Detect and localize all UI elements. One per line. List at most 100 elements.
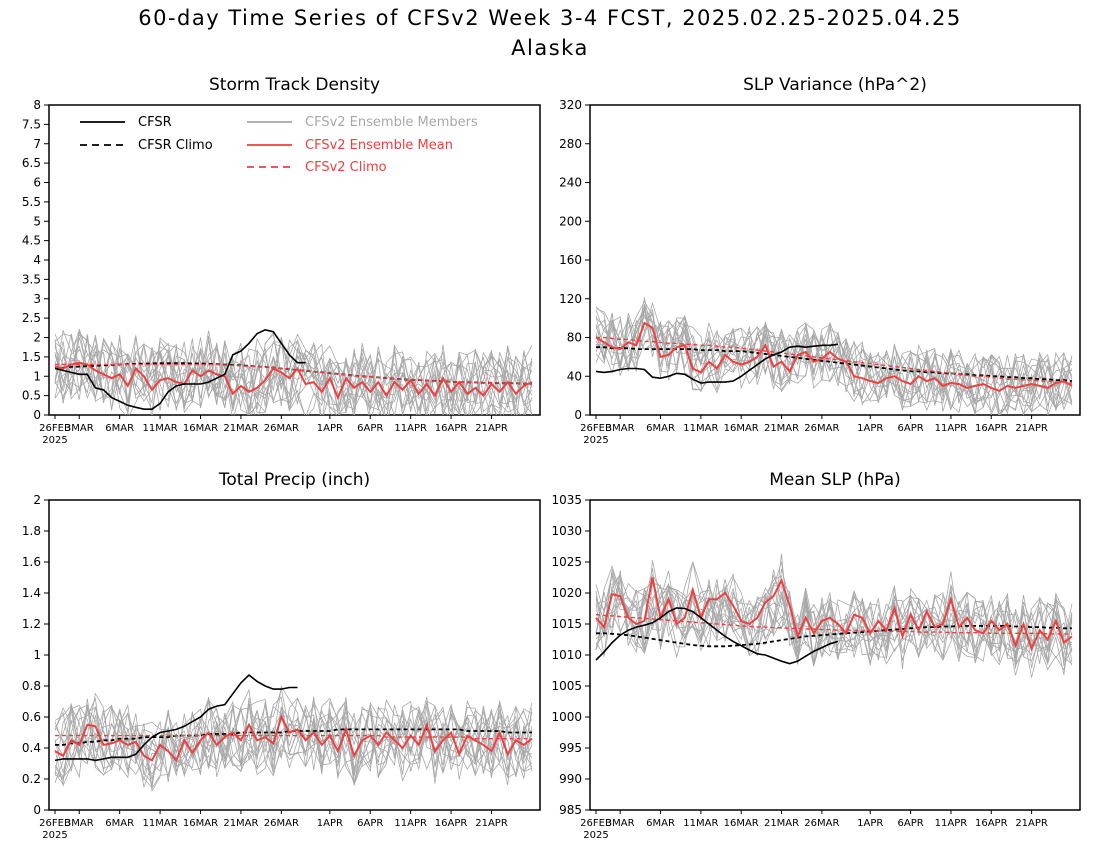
ensemble-member-line bbox=[595, 570, 1073, 675]
y-tick-label: 0.4 bbox=[22, 741, 41, 755]
cfsr-climo-line bbox=[596, 625, 1072, 648]
x-tick-label: 26MAR bbox=[264, 818, 299, 829]
x-tick-label: 6MAR bbox=[646, 423, 675, 434]
legend-label: CFSR bbox=[138, 115, 172, 130]
y-tick-label: 1035 bbox=[551, 493, 582, 507]
figure-title: 60-day Time Series of CFSv2 Week 3-4 FCS… bbox=[138, 6, 962, 30]
x-tick-label: 26FEB bbox=[39, 423, 71, 434]
plot-lines bbox=[595, 553, 1073, 678]
x-tick-label: 11MAR bbox=[143, 423, 178, 434]
x-tick-label: 11APR bbox=[394, 423, 427, 434]
y-tick-label: 2 bbox=[33, 493, 41, 507]
x-tick-label: 3MAR bbox=[606, 818, 635, 829]
ensemble-mean-line bbox=[595, 321, 1073, 392]
x-year-label: 2025 bbox=[583, 830, 608, 841]
y-tick-label: 1025 bbox=[551, 555, 582, 569]
y-tick-label: 200 bbox=[559, 214, 582, 228]
y-tick-label: 160 bbox=[559, 253, 582, 267]
y-tick-label: 3 bbox=[33, 292, 41, 306]
x-tick-label: 21MAR bbox=[764, 423, 799, 434]
ensemble-member-line bbox=[54, 697, 533, 784]
x-tick-label: 6MAR bbox=[105, 423, 134, 434]
x-tick-label: 26MAR bbox=[804, 818, 839, 829]
x-tick-label: 6APR bbox=[357, 818, 383, 829]
cfsv2-climo-line bbox=[55, 363, 532, 385]
y-tick-label: 8 bbox=[33, 98, 41, 112]
ensemble-member-line bbox=[54, 337, 533, 415]
x-year-label: 2025 bbox=[42, 830, 67, 841]
x-tick-label: 26MAR bbox=[264, 423, 299, 434]
x-tick-label: 16MAR bbox=[183, 423, 218, 434]
x-tick-label: 21APR bbox=[475, 423, 508, 434]
x-tick-label: 16APR bbox=[435, 423, 468, 434]
ensemble-member-line bbox=[595, 568, 1073, 667]
figure-subtitle: Alaska bbox=[511, 36, 589, 60]
y-tick-label: 985 bbox=[559, 803, 582, 817]
ensemble-member-line bbox=[595, 309, 1073, 415]
legend-label: CFSR Climo bbox=[138, 138, 213, 153]
y-tick-label: 80 bbox=[567, 331, 582, 345]
x-tick-label: 26MAR bbox=[804, 423, 839, 434]
x-tick-label: 3MAR bbox=[65, 423, 94, 434]
y-tick-label: 7.5 bbox=[22, 117, 41, 131]
x-tick-label: 16MAR bbox=[724, 423, 759, 434]
y-tick-label: 0.2 bbox=[22, 772, 41, 786]
x-tick-label: 21MAR bbox=[223, 423, 258, 434]
x-tick-label: 6APR bbox=[898, 423, 924, 434]
x-tick-label: 11MAR bbox=[683, 818, 718, 829]
y-tick-label: 5.5 bbox=[22, 195, 41, 209]
y-tick-label: 0 bbox=[33, 408, 41, 422]
y-tick-label: 120 bbox=[559, 292, 582, 306]
ensemble-mean-line bbox=[54, 361, 533, 401]
panel-title-mean-slp: Mean SLP (hPa) bbox=[769, 470, 901, 490]
plot-frame bbox=[48, 499, 541, 811]
y-tick-label: 1.8 bbox=[22, 524, 41, 538]
y-tick-label: 1.5 bbox=[22, 350, 41, 364]
y-tick-label: 1.6 bbox=[22, 555, 41, 569]
x-tick-label: 26FEB bbox=[39, 818, 71, 829]
y-tick-label: 7 bbox=[33, 137, 41, 151]
y-tick-label: 4 bbox=[33, 253, 41, 267]
y-tick-label: 40 bbox=[567, 369, 582, 383]
panel-3: 985 990 995 1000 1005 1010 1015 1020 1025 1030 103… bbox=[551, 493, 1081, 841]
x-tick-label: 1APR bbox=[857, 423, 883, 434]
cfsr-line bbox=[54, 674, 298, 762]
ensemble-mean-line bbox=[54, 714, 533, 763]
y-tick-label: 6 bbox=[33, 176, 41, 190]
ensemble-member-line bbox=[54, 328, 533, 415]
x-tick-label: 11APR bbox=[394, 818, 427, 829]
ensemble-mean-line bbox=[595, 577, 1073, 652]
y-tick-label: 0.6 bbox=[22, 710, 41, 724]
x-tick-label: 11MAR bbox=[683, 423, 718, 434]
y-tick-label: 0.8 bbox=[22, 679, 41, 693]
x-tick-label: 6MAR bbox=[105, 818, 134, 829]
x-tick-label: 11MAR bbox=[143, 818, 178, 829]
legend-label: CFSv2 Ensemble Mean bbox=[305, 138, 453, 153]
x-tick-label: 1APR bbox=[857, 818, 883, 829]
y-tick-label: 1010 bbox=[551, 648, 582, 662]
ensemble-member-line bbox=[595, 312, 1073, 415]
x-tick-label: 16APR bbox=[975, 423, 1008, 434]
ensemble-member-line bbox=[595, 578, 1073, 659]
y-tick-label: 1 bbox=[33, 369, 41, 383]
x-tick-label: 16APR bbox=[975, 818, 1008, 829]
x-tick-label: 1APR bbox=[317, 423, 343, 434]
y-tick-label: 2 bbox=[33, 331, 41, 345]
ensemble-member-line bbox=[595, 316, 1073, 415]
ensemble-member-line bbox=[54, 328, 533, 415]
y-tick-label: 320 bbox=[559, 98, 582, 112]
y-tick-label: 6.5 bbox=[22, 156, 41, 170]
y-tick-label: 0 bbox=[574, 408, 582, 422]
x-tick-label: 21MAR bbox=[764, 818, 799, 829]
y-tick-label: 2.5 bbox=[22, 311, 41, 325]
cfsv2-climo-line bbox=[55, 734, 532, 740]
cfsr-line bbox=[595, 607, 839, 665]
y-tick-label: 1030 bbox=[551, 524, 582, 538]
cfsv2-climo-line bbox=[596, 336, 1072, 384]
y-tick-label: 1.4 bbox=[22, 586, 41, 600]
y-tick-label: 1015 bbox=[551, 617, 582, 631]
x-tick-label: 21APR bbox=[1015, 423, 1048, 434]
ensemble-member-line bbox=[595, 312, 1073, 409]
